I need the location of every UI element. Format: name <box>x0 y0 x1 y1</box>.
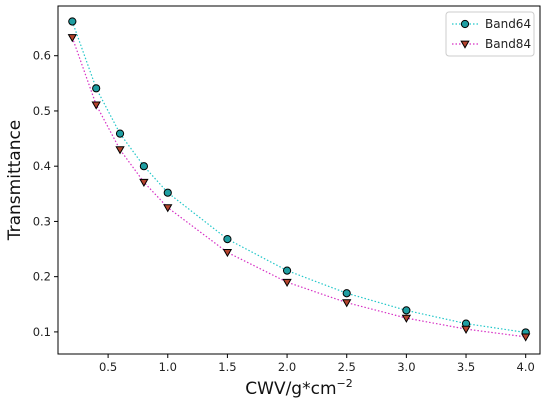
data-point-band64 <box>68 17 77 26</box>
legend-marker-band64 <box>460 19 470 29</box>
data-point-band64 <box>139 162 149 171</box>
y-tick-label: 0.2 <box>33 270 51 284</box>
series-markers <box>67 17 531 342</box>
legend: Band64 Band84 <box>445 11 535 57</box>
data-point-band64 <box>282 266 292 275</box>
data-point-band84 <box>222 249 233 258</box>
data-point-band84 <box>461 325 471 334</box>
y-tick-label: 0.4 <box>33 159 51 173</box>
data-point-band84 <box>401 314 412 323</box>
y-tick-label: 0.1 <box>33 325 51 339</box>
plot-area <box>57 5 541 355</box>
y-tick-label: 0.3 <box>33 214 51 228</box>
data-point-band84 <box>521 333 531 342</box>
data-point-band64 <box>402 306 411 315</box>
legend-label-band64: Band64 <box>485 17 531 31</box>
data-point-band84 <box>115 146 125 155</box>
x-tick-label: 4.0 <box>517 360 535 374</box>
y-tick-label: 0.6 <box>33 49 51 63</box>
x-tick-label: 1.5 <box>218 360 236 374</box>
x-axis-ticks: 0.5 1.0 1.5 2.0 2.5 3.0 3.5 4.0 <box>99 354 535 374</box>
x-tick-label: 2.0 <box>278 360 296 374</box>
data-point-band84 <box>67 34 77 43</box>
data-point-band64 <box>115 129 125 138</box>
data-point-band84 <box>91 101 101 110</box>
data-point-band64 <box>163 188 172 197</box>
y-axis-ticks: 0.1 0.2 0.3 0.4 0.5 0.6 <box>33 49 58 339</box>
x-axis-title: CWV/g*cm−2 <box>245 377 352 399</box>
x-tick-label: 2.5 <box>338 360 356 374</box>
data-point-band84 <box>282 278 292 287</box>
data-point-band84 <box>139 178 149 188</box>
y-axis-title: Transmittance <box>5 120 25 242</box>
x-tick-label: 1.0 <box>159 360 177 374</box>
data-point-band64 <box>92 84 101 93</box>
data-point-band84 <box>163 204 173 213</box>
data-point-band64 <box>342 289 351 298</box>
data-point-band84 <box>342 299 352 308</box>
legend-label-band84: Band84 <box>485 37 531 51</box>
y-tick-label: 0.5 <box>33 104 51 118</box>
data-point-band64 <box>223 235 232 244</box>
x-tick-label: 0.5 <box>99 360 117 374</box>
x-tick-label: 3.0 <box>397 360 415 374</box>
series-line-band84 <box>71 37 526 338</box>
legend-marker-band84 <box>460 40 470 49</box>
x-tick-label: 3.5 <box>457 360 475 374</box>
